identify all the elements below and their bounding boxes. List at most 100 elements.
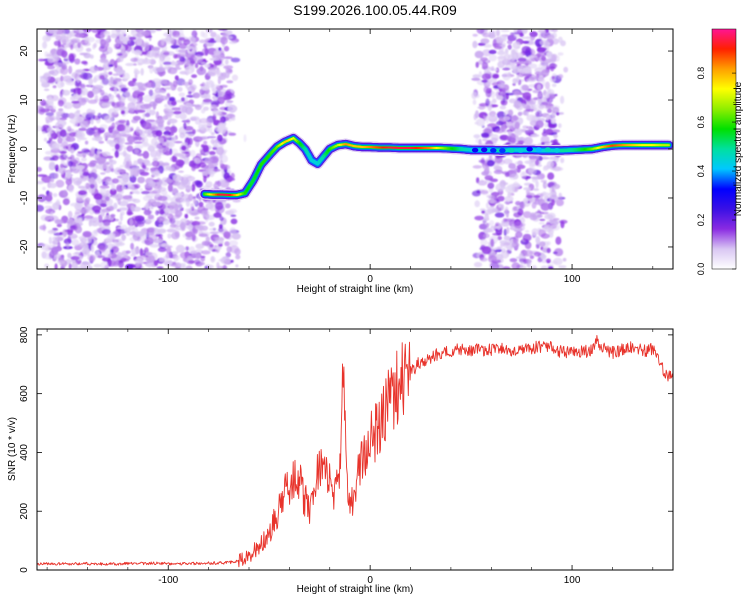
noise-cell [60,75,64,82]
noise-cell [183,134,191,138]
noise-cell [479,208,486,211]
noise-cell [533,251,542,257]
noise-cell [508,109,514,117]
noise-cell [67,252,72,259]
noise-cell [218,223,223,230]
noise-cell [495,227,503,236]
noise-cell [68,53,75,62]
noise-cell [497,195,505,202]
noise-cell [198,162,207,168]
noise-cell [230,214,237,217]
noise-cell [477,106,487,109]
noise-cell [111,246,119,254]
noise-cell [108,64,114,67]
noise-cell [113,43,120,48]
noise-cell [521,84,529,91]
noise-cell [75,164,85,170]
noise-cell [149,243,160,248]
noise-cell [529,255,535,260]
noise-cell [185,151,191,158]
noise-cell [546,34,555,40]
noise-cell [215,181,220,185]
noise-cell [43,137,48,142]
noise-cell [67,184,74,193]
noise-cell [511,206,519,214]
noise-cell [169,113,175,116]
noise-cell [496,111,506,119]
noise-cell [164,87,172,90]
noise-cell [45,150,53,155]
noise-cell [122,113,126,117]
noise-cell [71,100,80,104]
noise-cell [208,221,215,227]
noise-cell [496,29,500,37]
noise-cell [514,128,523,136]
noise-cell [110,33,118,39]
noise-cell [504,195,514,202]
noise-cell [472,40,478,49]
noise-cell [471,77,481,81]
noise-cell [521,29,528,34]
noise-cell [119,33,124,42]
noise-cell [181,119,191,123]
noise-cell [80,87,89,96]
noise-cell [231,74,239,81]
noise-cell [47,127,53,133]
noise-cell [141,58,152,65]
noise-cell [481,246,492,255]
noise-cell [544,41,549,47]
noise-cell [78,236,84,240]
noise-cell [140,68,144,76]
noise-cell [487,208,496,214]
noise-cell [547,266,554,269]
noise-cell [560,95,565,104]
noise-cell [48,29,58,34]
noise-cell [51,155,59,161]
noise-cell [80,83,86,90]
noise-cell [125,160,130,169]
noise-cell [206,118,214,125]
noise-cell [210,31,217,38]
noise-cell [79,52,88,56]
noise-cell [121,234,126,242]
noise-cell [105,206,115,211]
noise-cell [174,75,179,81]
noise-cell [545,81,550,90]
noise-cell [195,253,201,259]
noise-cell [502,116,511,121]
noise-cell [514,33,520,38]
spectrogram-y-tick-label: 10 [19,94,30,106]
noise-cell [133,141,143,144]
noise-cell [220,256,231,265]
noise-cell [39,225,47,231]
spectrogram-y-axis-label: Frequency (Hz) [7,115,18,184]
noise-cell [101,102,110,109]
noise-cell [171,155,177,163]
noise-cell [483,233,490,239]
noise-cell [70,96,76,101]
noise-cell [144,247,149,254]
noise-cell [82,169,86,173]
noise-cell [544,122,549,128]
noise-cell [96,150,101,155]
noise-cell [141,30,151,37]
noise-cell [483,217,490,221]
noise-cell [162,141,166,146]
noise-cell [542,191,547,198]
noise-cell [89,54,94,59]
noise-cell [109,158,113,163]
noise-cell [70,256,80,261]
noise-cell [472,165,482,169]
noise-cell [472,74,481,79]
noise-cell [198,233,208,237]
colorbar-tick-label: 0.8 [696,67,706,80]
noise-cell [76,109,81,113]
snr-panel: -100 0 100 0 200 400 600 800 Height of straigh… [7,326,674,595]
noise-cell [531,214,536,218]
noise-cell [112,73,120,76]
noise-cell [48,236,53,245]
noise-cell [155,66,166,73]
noise-cell [85,182,90,190]
spectrogram-y-tick-label: 20 [19,45,30,57]
